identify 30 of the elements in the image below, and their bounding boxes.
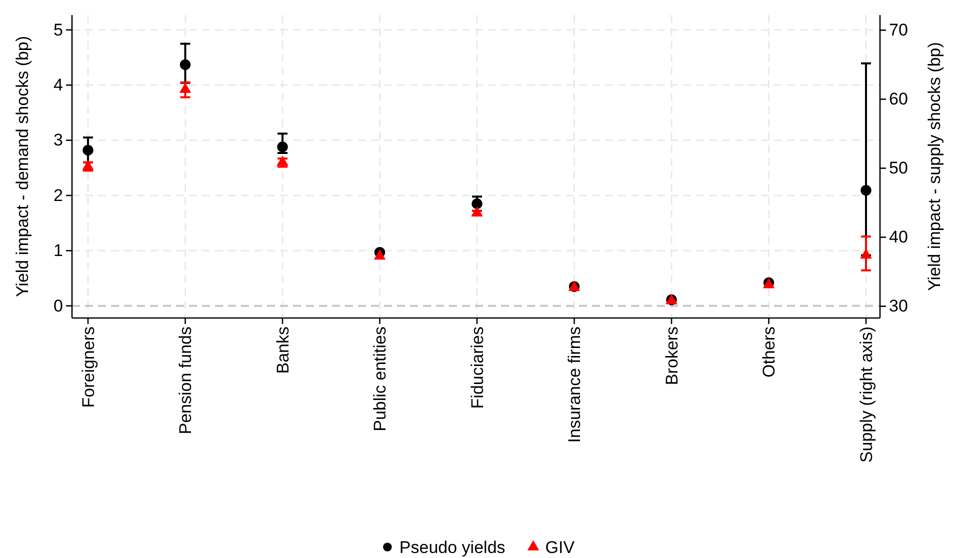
point [471, 206, 483, 217]
x-tick-label: Foreigners [78, 326, 98, 408]
x-tick-label: Supply (right axis) [856, 326, 876, 463]
x-tick-label: Brokers [662, 326, 682, 386]
y2-tick-label: 60 [889, 90, 908, 109]
point [82, 144, 94, 156]
y-tick-label: 2 [54, 186, 63, 205]
x-tick-label: Fiduciaries [468, 326, 487, 409]
x-tick-label: Pension funds [176, 326, 196, 434]
y2-tick-label: 40 [889, 228, 908, 247]
x-tick-label: Banks [273, 326, 292, 374]
point [277, 142, 288, 152]
point [180, 59, 191, 70]
y-tick-label: 5 [54, 20, 63, 40]
y2-tick-label: 70 [889, 20, 908, 40]
y-tick-label: 4 [54, 76, 63, 95]
point [374, 249, 386, 260]
y-tick-label: 0 [54, 296, 63, 316]
legend-label: GIV [545, 538, 576, 557]
x-tick-label: Insurance firms [565, 326, 584, 443]
y-tick-label: 1 [54, 241, 63, 260]
y2-tick-label: 30 [889, 296, 908, 316]
y2-axis-title: Yield impact - supply shocks (bp) [925, 42, 944, 291]
y2-tick-label: 50 [889, 158, 908, 178]
y-axis-title: Yield impact - demand shocks (bp) [13, 36, 32, 298]
point [179, 82, 192, 93]
x-tick-label: Others [760, 326, 779, 378]
legend-label: Pseudo yields [399, 538, 506, 557]
x-tick-label: Public entities [370, 326, 390, 432]
y-tick-label: 3 [54, 130, 63, 150]
